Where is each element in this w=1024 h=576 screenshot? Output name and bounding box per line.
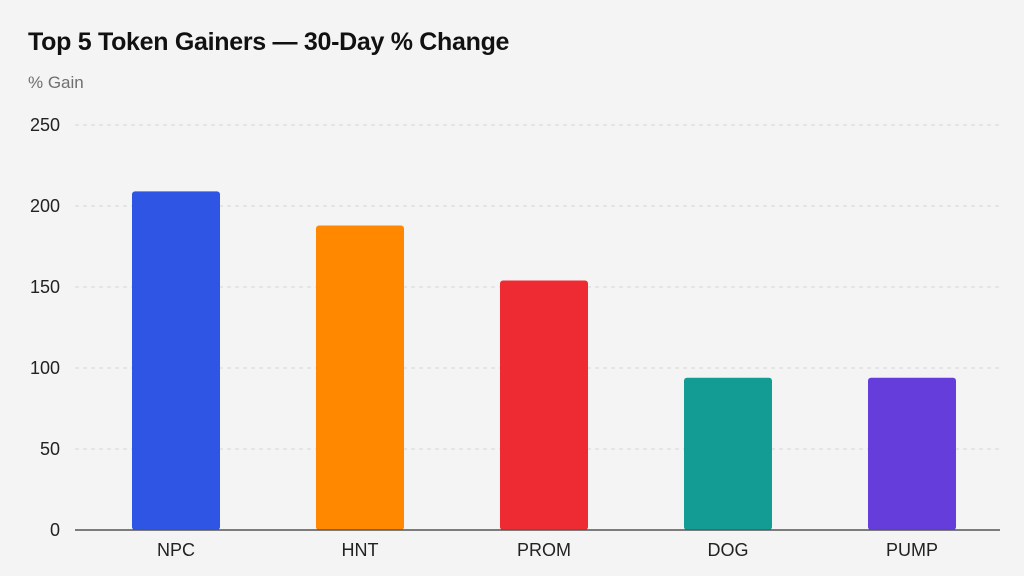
- chart-title: Top 5 Token Gainers — 30-Day % Change: [28, 28, 510, 56]
- bar-npc: [132, 191, 220, 531]
- y-tick-labels: 0 50 100 150 200 250: [30, 115, 60, 540]
- x-tick-labels: NPC HNT PROM DOG PUMP: [157, 540, 938, 560]
- bar-dog: [684, 377, 772, 530]
- x-tick-label-hnt: HNT: [342, 540, 379, 560]
- bar-pump: [868, 377, 956, 530]
- y-tick-label: 250: [30, 115, 60, 135]
- y-tick-label: 200: [30, 196, 60, 216]
- x-tick-label-pump: PUMP: [886, 540, 938, 560]
- y-tick-label: 50: [40, 439, 60, 459]
- y-tick-label: 100: [30, 358, 60, 378]
- bar-prom: [500, 280, 588, 530]
- bars: [132, 191, 956, 531]
- x-tick-label-npc: NPC: [157, 540, 195, 560]
- gridlines: [75, 124, 1000, 450]
- y-axis-label: % Gain: [28, 73, 84, 92]
- bar-hnt: [316, 225, 404, 530]
- x-tick-label-prom: PROM: [517, 540, 571, 560]
- y-tick-label: 150: [30, 277, 60, 297]
- y-tick-label: 0: [50, 520, 60, 540]
- x-tick-label-dog: DOG: [707, 540, 748, 560]
